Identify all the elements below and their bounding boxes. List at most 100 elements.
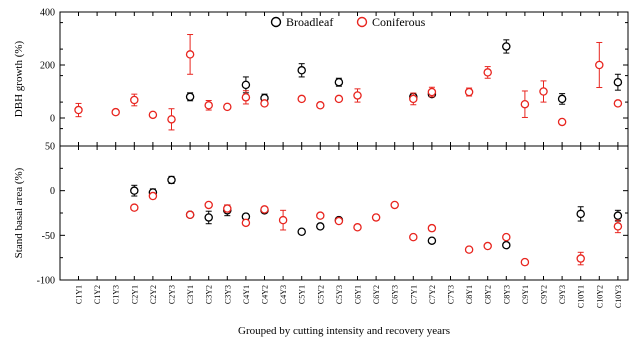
- marker: [316, 211, 325, 220]
- data-point: [502, 232, 511, 242]
- marker: [502, 42, 511, 51]
- marker: [241, 218, 251, 228]
- data-point: [130, 203, 139, 212]
- series-coniferous: [130, 191, 623, 267]
- data-point: [241, 76, 251, 94]
- data-point: [464, 245, 474, 254]
- data-point: [427, 223, 437, 233]
- y-tick-label: 50: [45, 142, 55, 153]
- marker: [260, 99, 269, 108]
- marker: [130, 95, 139, 105]
- marker: [167, 115, 176, 124]
- legend-marker: [270, 16, 282, 28]
- marker: [316, 101, 325, 110]
- marker: [576, 209, 585, 219]
- x-tick-label: C5Y1: [298, 285, 307, 304]
- data-point: [427, 236, 437, 245]
- marker: [334, 77, 344, 87]
- data-point: [241, 218, 251, 228]
- x-tick-label: C6Y2: [372, 285, 381, 304]
- legend-item-coniferous: Coniferous: [356, 15, 426, 29]
- data-point: [111, 107, 120, 117]
- x-tick-label: C8Y1: [465, 285, 474, 304]
- marker: [74, 105, 83, 115]
- marker: [241, 80, 251, 90]
- series-coniferous: [74, 34, 623, 131]
- marker: [464, 87, 474, 97]
- legend: Broadleaf Coniferous: [270, 15, 426, 29]
- y-tick-label: 200: [40, 61, 55, 72]
- data-point: [130, 184, 139, 197]
- marker: [334, 94, 344, 104]
- marker: [204, 200, 213, 210]
- marker: [409, 94, 418, 104]
- legend-label: Broadleaf: [286, 15, 333, 29]
- y-axis-label: DBH growth (%): [13, 40, 25, 117]
- data-point: [297, 227, 306, 237]
- marker: [557, 94, 567, 104]
- y-tick-label: 0: [50, 186, 55, 197]
- marker: [297, 227, 306, 237]
- marker: [111, 107, 120, 117]
- x-tick-label: C1Y1: [75, 285, 84, 304]
- marker: [390, 200, 399, 210]
- marker: [130, 186, 139, 195]
- x-tick-label: C8Y3: [502, 285, 511, 304]
- marker: [297, 94, 306, 104]
- marker: [576, 254, 585, 263]
- marker: [520, 99, 530, 109]
- data-point: [409, 232, 418, 242]
- marker: [334, 216, 344, 226]
- data-point: [148, 191, 158, 201]
- data-point: [316, 101, 325, 110]
- data-point: [409, 92, 418, 106]
- marker: [427, 236, 437, 245]
- x-axis-label: Grouped by cutting intensity and recover…: [238, 325, 450, 337]
- x-tick-label: C10Y2: [595, 285, 604, 308]
- data-point: [260, 99, 269, 108]
- series-broadleaf: [185, 39, 623, 105]
- x-tick-label: C5Y3: [335, 285, 344, 304]
- data-point: [260, 205, 269, 214]
- marker: [409, 232, 418, 242]
- x-tick-label: C7Y1: [409, 285, 418, 304]
- y-tick-label: -50: [42, 231, 55, 242]
- marker: [260, 205, 269, 214]
- marker: [613, 77, 623, 87]
- data-point: [483, 241, 492, 251]
- panel-stand-basal-area: -100 -50 0 50 Stand basal area (%): [13, 142, 629, 287]
- marker: [353, 223, 362, 232]
- data-point: [204, 210, 213, 225]
- marker: [371, 213, 381, 222]
- series-broadleaf: [130, 175, 623, 250]
- data-point: [557, 117, 567, 127]
- data-point: [427, 86, 437, 98]
- x-tick-label: C8Y2: [484, 285, 493, 304]
- data-point: [390, 200, 399, 210]
- data-point: [223, 102, 232, 112]
- x-tick-label: C3Y2: [205, 285, 214, 304]
- x-tick-label: C1Y2: [93, 285, 102, 304]
- x-tick-label: C6Y1: [354, 285, 363, 304]
- data-point: [353, 88, 362, 103]
- marker: [185, 50, 195, 59]
- data-point: [167, 108, 176, 131]
- marker: [613, 99, 623, 108]
- marker: [316, 222, 325, 231]
- x-tick-label: C2Y3: [168, 285, 177, 304]
- data-point: [464, 87, 474, 97]
- plot-frame: [59, 145, 629, 281]
- marker: [204, 213, 213, 222]
- data-point: [204, 200, 213, 210]
- data-point: [74, 102, 83, 118]
- x-tick-label: C1Y3: [112, 285, 121, 304]
- x-tick-label: C3Y1: [186, 285, 195, 304]
- marker: [241, 93, 251, 102]
- data-point: [297, 94, 306, 104]
- y-tick-label: -100: [37, 276, 55, 287]
- x-tick-label: C7Y3: [447, 285, 456, 304]
- marker: [520, 257, 530, 267]
- marker: [223, 204, 232, 213]
- legend-item-broadleaf: Broadleaf: [270, 15, 333, 29]
- marker: [557, 117, 567, 127]
